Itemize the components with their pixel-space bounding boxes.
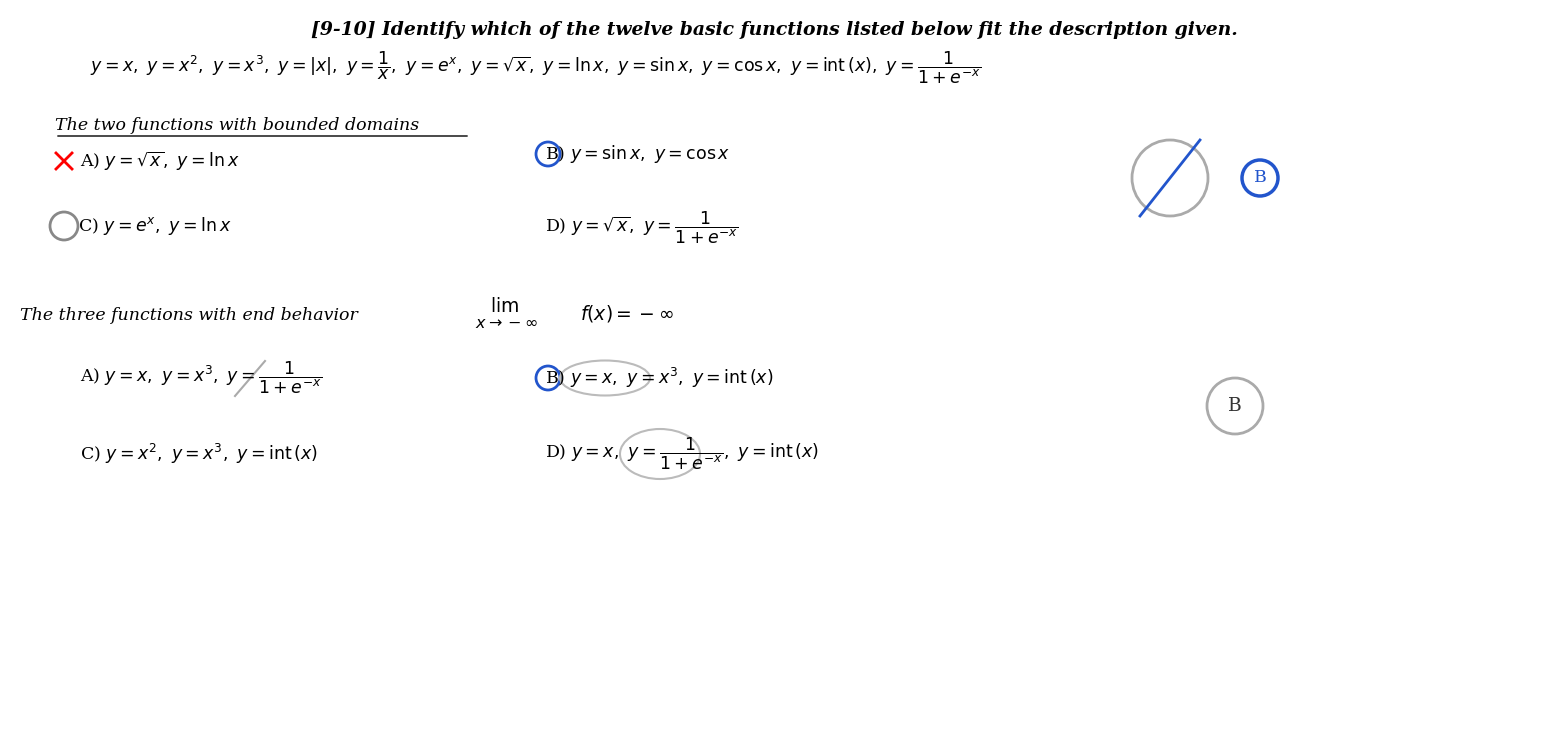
Text: B: B — [1254, 169, 1266, 186]
Text: B: B — [1228, 397, 1241, 415]
Text: B) $y=x,\ y=x^{3},\ y=\mathrm{int}\,(x)$: B) $y=x,\ y=x^{3},\ y=\mathrm{int}\,(x)$ — [545, 366, 774, 390]
Text: A) $y=\sqrt{x},\ y=\ln x$: A) $y=\sqrt{x},\ y=\ln x$ — [80, 149, 240, 172]
Text: C) $y=x^{2},\ y=x^{3},\ y=\mathrm{int}\,(x)$: C) $y=x^{2},\ y=x^{3},\ y=\mathrm{int}\,… — [80, 442, 317, 466]
Text: D) $y=\sqrt{x},\ y=\dfrac{1}{1+e^{-x}}$: D) $y=\sqrt{x},\ y=\dfrac{1}{1+e^{-x}}$ — [545, 210, 738, 247]
Text: A) $y=x,\ y=x^{3},\ y=\dfrac{1}{1+e^{-x}}$: A) $y=x,\ y=x^{3},\ y=\dfrac{1}{1+e^{-x}… — [80, 360, 322, 396]
Text: The two functions with bounded domains: The two functions with bounded domains — [56, 118, 420, 135]
Text: $f(x) = -\infty$: $f(x) = -\infty$ — [580, 303, 673, 325]
Text: [9-10] Identify which of the twelve basic functions listed below fit the descrip: [9-10] Identify which of the twelve basi… — [311, 21, 1237, 39]
Text: C) $y=e^{x},\ y=\ln x$: C) $y=e^{x},\ y=\ln x$ — [77, 215, 232, 237]
Text: $\lim$: $\lim$ — [491, 297, 519, 316]
Text: $y=x,\ y=x^{2},\ y=x^{3},\ y=|x|,\ y=\dfrac{1}{x},\ y=e^{x},\ y=\sqrt{x},\ y=\ln: $y=x,\ y=x^{2},\ y=x^{3},\ y=|x|,\ y=\df… — [90, 50, 981, 86]
Text: D) $y=x,\ y=\dfrac{1}{1+e^{-x}},\ y=\mathrm{int}\,(x)$: D) $y=x,\ y=\dfrac{1}{1+e^{-x}},\ y=\mat… — [545, 436, 819, 473]
Text: B) $y=\sin x,\ y=\cos x$: B) $y=\sin x,\ y=\cos x$ — [545, 143, 731, 165]
Text: $x \rightarrow -\infty$: $x \rightarrow -\infty$ — [475, 316, 537, 333]
Text: The three functions with end behavior: The three functions with end behavior — [20, 308, 358, 325]
